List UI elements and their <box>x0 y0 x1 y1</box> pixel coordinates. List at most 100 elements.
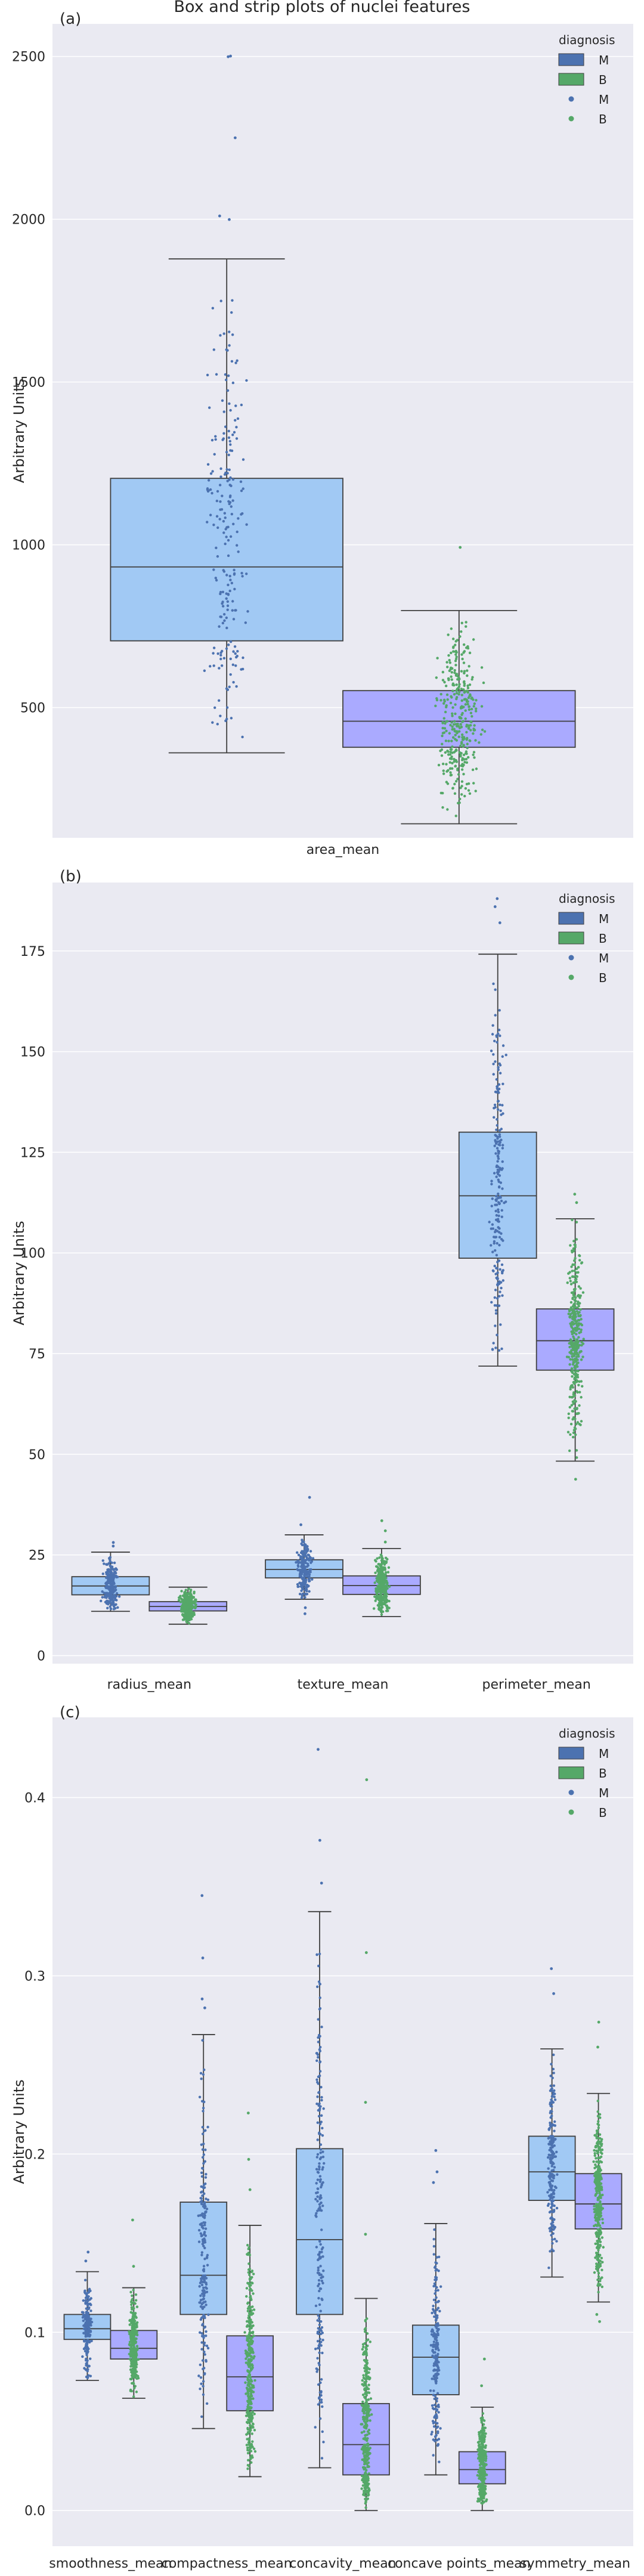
strip-point <box>495 1198 498 1201</box>
strip-point <box>199 2331 202 2334</box>
strip-point <box>367 2383 370 2386</box>
strip-point <box>321 2156 325 2159</box>
strip-point <box>554 2155 558 2158</box>
strip-point <box>314 2348 317 2351</box>
strip-point <box>230 581 234 585</box>
strip-point <box>228 439 232 443</box>
strip-point-outlier <box>304 1606 307 1609</box>
strip-point <box>320 2026 323 2029</box>
strip-point <box>199 2299 203 2302</box>
strip-point <box>497 1083 501 1086</box>
strip-point <box>363 2454 366 2457</box>
strip-point <box>453 693 456 696</box>
strip-point <box>484 2455 488 2458</box>
strip-point <box>318 2207 321 2210</box>
strip-point <box>321 2405 324 2408</box>
strip-point <box>480 2495 483 2498</box>
strip-point <box>187 1614 190 1617</box>
strip-point <box>571 1400 575 1403</box>
strip-point <box>495 1253 499 1257</box>
strip-point <box>205 2344 209 2348</box>
y-tick-label: 125 <box>20 1145 45 1160</box>
strip-point <box>374 1559 377 1562</box>
strip-point <box>448 757 452 760</box>
strip-point <box>108 1596 111 1600</box>
strip-point <box>451 745 454 748</box>
strip-point <box>455 655 458 658</box>
y-tick-label: 1500 <box>12 376 45 391</box>
strip-point <box>580 1318 583 1321</box>
strip-point <box>466 747 469 750</box>
strip-point <box>302 1559 305 1563</box>
strip-point <box>219 334 222 337</box>
strip-point <box>451 751 454 754</box>
strip-point <box>200 2225 204 2228</box>
strip-point <box>86 2302 89 2305</box>
strip-point <box>315 1985 319 1989</box>
strip-point <box>203 669 206 673</box>
strip-point <box>569 1280 572 1283</box>
strip-point <box>569 1422 573 1426</box>
strip-point <box>552 2072 555 2075</box>
strip-point <box>572 1293 575 1297</box>
strip-point <box>572 1342 575 1346</box>
strip-point-outlier <box>203 2006 206 2010</box>
strip-point <box>315 2078 318 2081</box>
strip-point <box>319 2327 322 2331</box>
strip-point <box>483 2438 486 2441</box>
strip-point <box>85 2334 88 2337</box>
strip-point <box>367 2429 371 2432</box>
strip-point <box>189 1596 192 1600</box>
strip-point <box>495 1203 499 1206</box>
strip-point <box>496 1267 499 1270</box>
strip-point <box>318 2363 321 2367</box>
strip-point <box>448 753 452 756</box>
strip-point <box>247 2273 251 2277</box>
strip-point <box>318 2396 321 2399</box>
strip-point <box>462 773 465 776</box>
strip-point <box>472 753 475 756</box>
strip-point <box>231 663 235 667</box>
strip-point <box>251 2332 254 2334</box>
strip-point <box>496 1271 499 1274</box>
strip-point <box>216 526 219 530</box>
strip-point <box>317 2268 320 2272</box>
strip-point <box>135 2333 138 2336</box>
strip-point <box>228 574 231 578</box>
strip-point <box>435 2397 439 2400</box>
strip-point <box>318 2168 321 2171</box>
strip-point <box>308 1568 311 1571</box>
box-M-smoothness_mean <box>63 2250 112 2381</box>
strip-point <box>552 2091 555 2094</box>
strip-point <box>205 2330 208 2333</box>
strip-point <box>320 2250 323 2253</box>
strip-point <box>106 1600 110 1603</box>
strip-point <box>553 2204 556 2207</box>
strip-point <box>200 2143 203 2146</box>
strip-point <box>247 2361 250 2365</box>
strip-point <box>203 2068 206 2072</box>
strip-point <box>574 1318 577 1321</box>
strip-point <box>221 621 225 625</box>
strip-point <box>450 773 453 776</box>
x-tick-label: texture_mean <box>298 1677 389 1692</box>
strip-point <box>376 1581 380 1584</box>
strip-point <box>497 1208 500 1211</box>
strip-point <box>300 1589 303 1592</box>
strip-points <box>295 1496 315 1615</box>
strip-point <box>131 2330 134 2333</box>
strip-point <box>364 2318 367 2322</box>
strip-point <box>494 1152 497 1155</box>
strip-point <box>567 1272 570 1275</box>
strip-point <box>214 435 217 438</box>
strip-point <box>241 735 244 739</box>
strip-point <box>549 2198 552 2202</box>
strip-point <box>247 2339 250 2343</box>
strip-point <box>233 645 237 648</box>
strip-point <box>230 311 233 314</box>
strip-point <box>497 1220 500 1223</box>
strip-point <box>230 717 233 720</box>
strip-point <box>249 2277 252 2281</box>
strip-point <box>550 2196 554 2200</box>
strip-point <box>575 1221 578 1224</box>
